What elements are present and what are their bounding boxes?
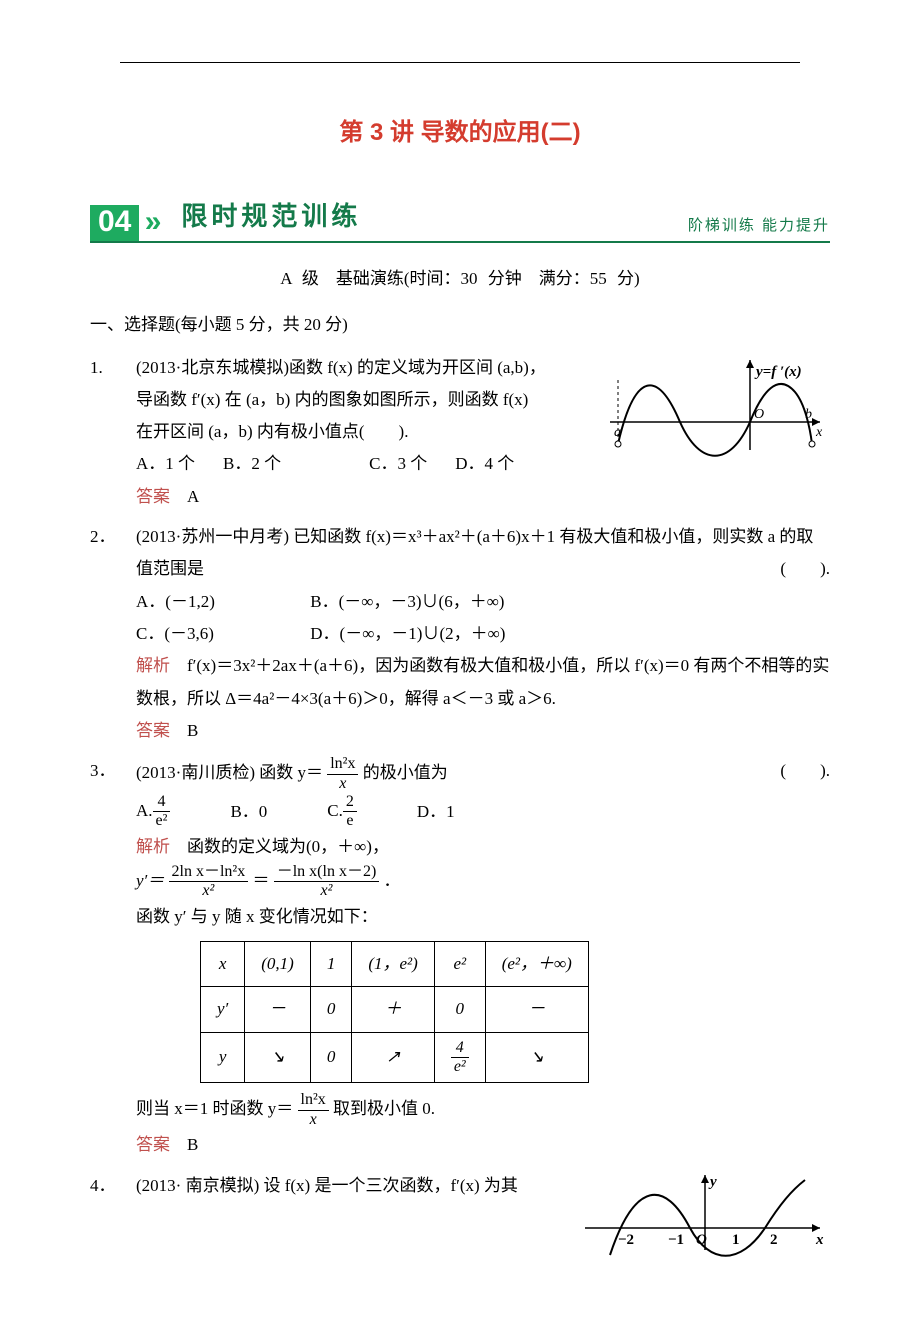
q1-options: A．1 个 B．2 个 C．3 个 D．4 个	[90, 448, 592, 480]
q2-body: (2013·苏州一中月考) 已知函数 f(x)＝x³＋ax²＋(a＋6)x＋1 …	[136, 521, 830, 586]
svg-text:−2: −2	[618, 1232, 634, 1248]
q1-opt-a: A．1 个	[136, 448, 195, 480]
q3-jiexi-label: 解析	[136, 837, 170, 856]
q2-number: 2．	[90, 521, 136, 553]
q1-line2: 导函数 f′(x) 在 (a，b) 内的图象如图所示，则函数 f(x)	[136, 390, 528, 409]
q2-jiexi: 解析 f′(x)＝3x²＋2ax＋(a＋6)，因为函数有极大值和极小值，所以 f…	[90, 650, 830, 715]
q3-opt-d: D．1	[417, 796, 455, 828]
lesson-title: 第 3 讲 导数的应用(二)	[90, 110, 830, 156]
q4-text: (2013· 南京模拟) 设 f(x) 是一个三次函数，f′(x) 为其	[136, 1176, 518, 1195]
group-heading: 一、选择题(每小题 5 分，共 20 分)	[90, 309, 830, 341]
q2-jiexi-label: 解析	[136, 656, 170, 675]
svg-text:y: y	[708, 1174, 717, 1190]
q3-answer-label: 答案	[136, 1135, 170, 1154]
q3-opt-c: C.2e	[327, 793, 357, 831]
question-1: a b O x y=f ′(x) 1. (2013·北京东城模拟)函数 f(x)…	[90, 352, 830, 513]
q2-jiexi-text: f′(x)＝3x²＋2ax＋(a＋6)，因为函数有极大值和极小值，所以 f′(x…	[136, 656, 829, 707]
q3-jiexi-1: 解析 函数的定义域为(0，＋∞)，	[90, 831, 830, 863]
q3-body: (2013·南川质检) 函数 y＝ ln²xx 的极小值为 ( ).	[136, 755, 830, 793]
q1-number: 1.	[90, 352, 136, 384]
svg-text:a: a	[614, 425, 621, 440]
svg-text:1: 1	[732, 1232, 740, 1248]
q3-variation-table: x (0,1) 1 (1，e²) e² (e²，＋∞) y′ － 0 ＋ 0 －…	[200, 941, 589, 1083]
q3-options: A.4e² B．0 C.2e D．1	[90, 793, 830, 831]
question-4: −2 −1 O 1 2 y x 4． (2013· 南京模拟) 设 f(x) 是…	[90, 1170, 830, 1279]
level-line: A 级 基础演练(时间：30 分钟 满分：55 分)	[90, 263, 830, 295]
q2-answer-label: 答案	[136, 721, 170, 740]
q2-opt-d: D．(－∞，－1)∪(2，＋∞)	[310, 624, 505, 643]
q3-conclude: 则当 x＝1 时函数 y＝ ln²xx 取到极小值 0.	[90, 1091, 830, 1129]
q3-post: 的极小值为	[363, 763, 448, 782]
q3-number: 3．	[90, 755, 136, 787]
svg-text:x: x	[815, 425, 823, 440]
q2-options-row2: C．(－3,6) D．(－∞，－1)∪(2，＋∞)	[90, 618, 830, 650]
section-main-title: 限时规范训练	[181, 192, 361, 241]
q4-body: (2013· 南京模拟) 设 f(x) 是一个三次函数，f′(x) 为其	[136, 1170, 572, 1202]
svg-text:−1: −1	[668, 1232, 684, 1248]
q2-opt-a: A．(－1,2)	[136, 586, 306, 618]
q1-answer-label: 答案	[136, 487, 170, 506]
q2-opt-c: C．(－3,6)	[136, 618, 306, 650]
q2-options-row1: A．(－1,2) B．(－∞，－3)∪(6，＋∞)	[90, 586, 830, 618]
q4-graph: −2 −1 O 1 2 y x	[580, 1170, 830, 1271]
section-bar: 04 限时规范训练 阶梯训练 能力提升	[90, 192, 830, 243]
svg-text:y=f ′(x): y=f ′(x)	[754, 364, 802, 380]
q1-answer-line: 答案 A	[90, 481, 830, 513]
svg-text:O: O	[754, 407, 764, 422]
q3-answer: B	[187, 1135, 198, 1154]
q1-body: (2013·北京东城模拟)函数 f(x) 的定义域为开区间 (a,b)， 导函数…	[136, 352, 592, 449]
section-badge: 04	[90, 205, 139, 241]
top-rule	[120, 62, 800, 63]
q2-answer: B	[187, 721, 198, 740]
q1-answer: A	[187, 487, 199, 506]
section-sub-title: 阶梯训练 能力提升	[688, 212, 830, 241]
q2-answer-line: 答案 B	[90, 715, 830, 747]
svg-text:2: 2	[770, 1232, 778, 1248]
q3-opt-a: A.4e²	[136, 793, 170, 831]
question-2: 2． (2013·苏州一中月考) 已知函数 f(x)＝x³＋ax²＋(a＋6)x…	[90, 521, 830, 747]
q1-opt-c: C．3 个	[369, 448, 427, 480]
q1-source: (2013·北京东城模拟)	[136, 358, 289, 377]
svg-text:O: O	[696, 1232, 707, 1248]
svg-text:b: b	[805, 407, 812, 422]
question-3: 3． (2013·南川质检) 函数 y＝ ln²xx 的极小值为 ( ). A.…	[90, 755, 830, 1161]
q3-answer-line: 答案 B	[90, 1129, 830, 1161]
q2-blank: ( ).	[780, 553, 830, 585]
q3-tab-intro: 函数 y′ 与 y 随 x 变化情况如下：	[90, 901, 830, 933]
q2-opt-b: B．(－∞，－3)∪(6，＋∞)	[310, 592, 504, 611]
q4-number: 4．	[90, 1170, 136, 1202]
q3-pre: (2013·南川质检) 函数 y＝	[136, 763, 323, 782]
q1-graph: a b O x y=f ′(x)	[600, 352, 830, 473]
q1-line3: 在开区间 (a，b) 内有极小值点( ).	[136, 422, 408, 441]
q3-frac: ln²xx	[327, 755, 358, 793]
svg-text:x: x	[815, 1232, 824, 1248]
q3-deriv: y′＝ 2ln x－ln²xx² ＝ －ln x(ln x－2)x² ．	[90, 863, 830, 901]
q3-blank: ( ).	[780, 755, 830, 787]
q1-opt-b: B．2 个	[223, 448, 281, 480]
q3-opt-b: B．0	[230, 796, 267, 828]
q1-line1: 函数 f(x) 的定义域为开区间 (a,b)，	[289, 358, 546, 377]
q2-text: (2013·苏州一中月考) 已知函数 f(x)＝x³＋ax²＋(a＋6)x＋1 …	[136, 527, 813, 578]
q1-opt-d: D．4 个	[455, 448, 514, 480]
